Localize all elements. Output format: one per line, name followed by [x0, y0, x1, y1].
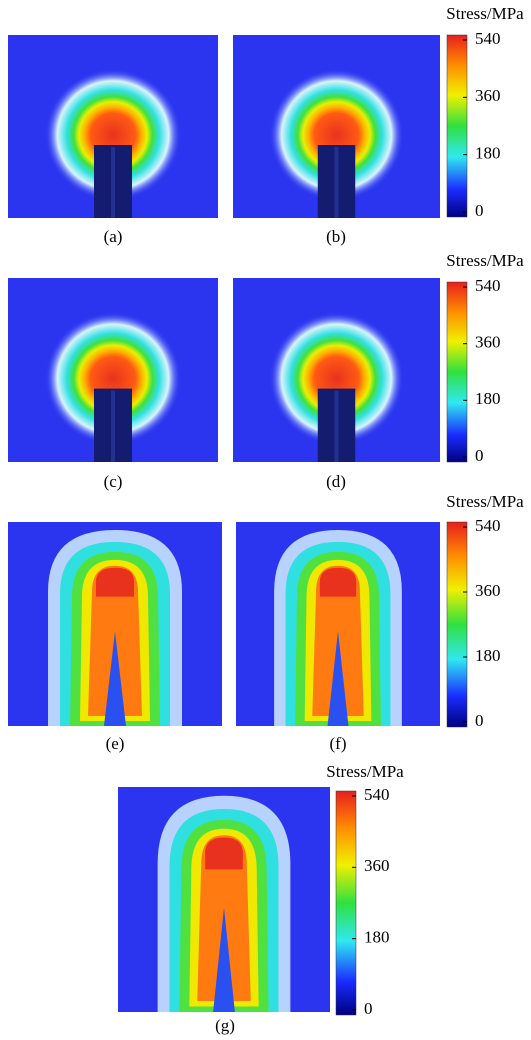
- stress-map: [233, 35, 440, 218]
- colorbar-tick-label: 540: [475, 276, 501, 295]
- stress-map: [8, 278, 218, 462]
- colorbar-title: Stress/MPa: [446, 492, 524, 511]
- colorbar-tick-label: 360: [475, 581, 501, 600]
- colorbar-tick-label: 0: [475, 201, 484, 220]
- colorbar: [447, 282, 467, 462]
- stress-map: [8, 522, 222, 726]
- colorbar-tick-label: 360: [475, 333, 501, 352]
- stress-map: [8, 35, 218, 218]
- colorbar-tick-label: 180: [475, 646, 501, 665]
- colorbar-title: Stress/MPa: [446, 251, 524, 270]
- panel-label: (f): [330, 734, 347, 753]
- colorbar: [447, 35, 467, 217]
- colorbar-tick-label: 540: [475, 29, 501, 48]
- panel-label: (a): [104, 227, 123, 246]
- colorbar: [336, 791, 356, 1015]
- panel-label: (c): [104, 472, 123, 491]
- colorbar-tick-label: 0: [475, 446, 484, 465]
- colorbar-tick-label: 360: [475, 86, 501, 105]
- colorbar-tick-label: 180: [364, 928, 390, 947]
- colorbar-title: Stress/MPa: [326, 762, 404, 781]
- panel-label: (e): [106, 734, 125, 753]
- colorbar-tick-label: 180: [475, 144, 501, 163]
- colorbar-title: Stress/MPa: [446, 4, 524, 23]
- figure: (a) (b) (c) (d) (e) (f) (g) Stress/MPa 0 1…: [0, 0, 531, 1040]
- colorbar-tick-label: 0: [364, 999, 373, 1018]
- stress-map: [233, 278, 440, 462]
- colorbar-tick-label: 360: [364, 856, 390, 875]
- colorbar-tick-label: 540: [364, 785, 390, 804]
- panel-label: (g): [215, 1016, 235, 1035]
- panel-label: (b): [326, 227, 346, 246]
- stress-map: [236, 522, 440, 726]
- colorbar-tick-label: 540: [475, 516, 501, 535]
- colorbar-tick-label: 0: [475, 711, 484, 730]
- stress-map: [118, 787, 330, 1012]
- colorbar-tick-label: 180: [475, 389, 501, 408]
- colorbar: [447, 522, 467, 727]
- panel-label: (d): [326, 472, 346, 491]
